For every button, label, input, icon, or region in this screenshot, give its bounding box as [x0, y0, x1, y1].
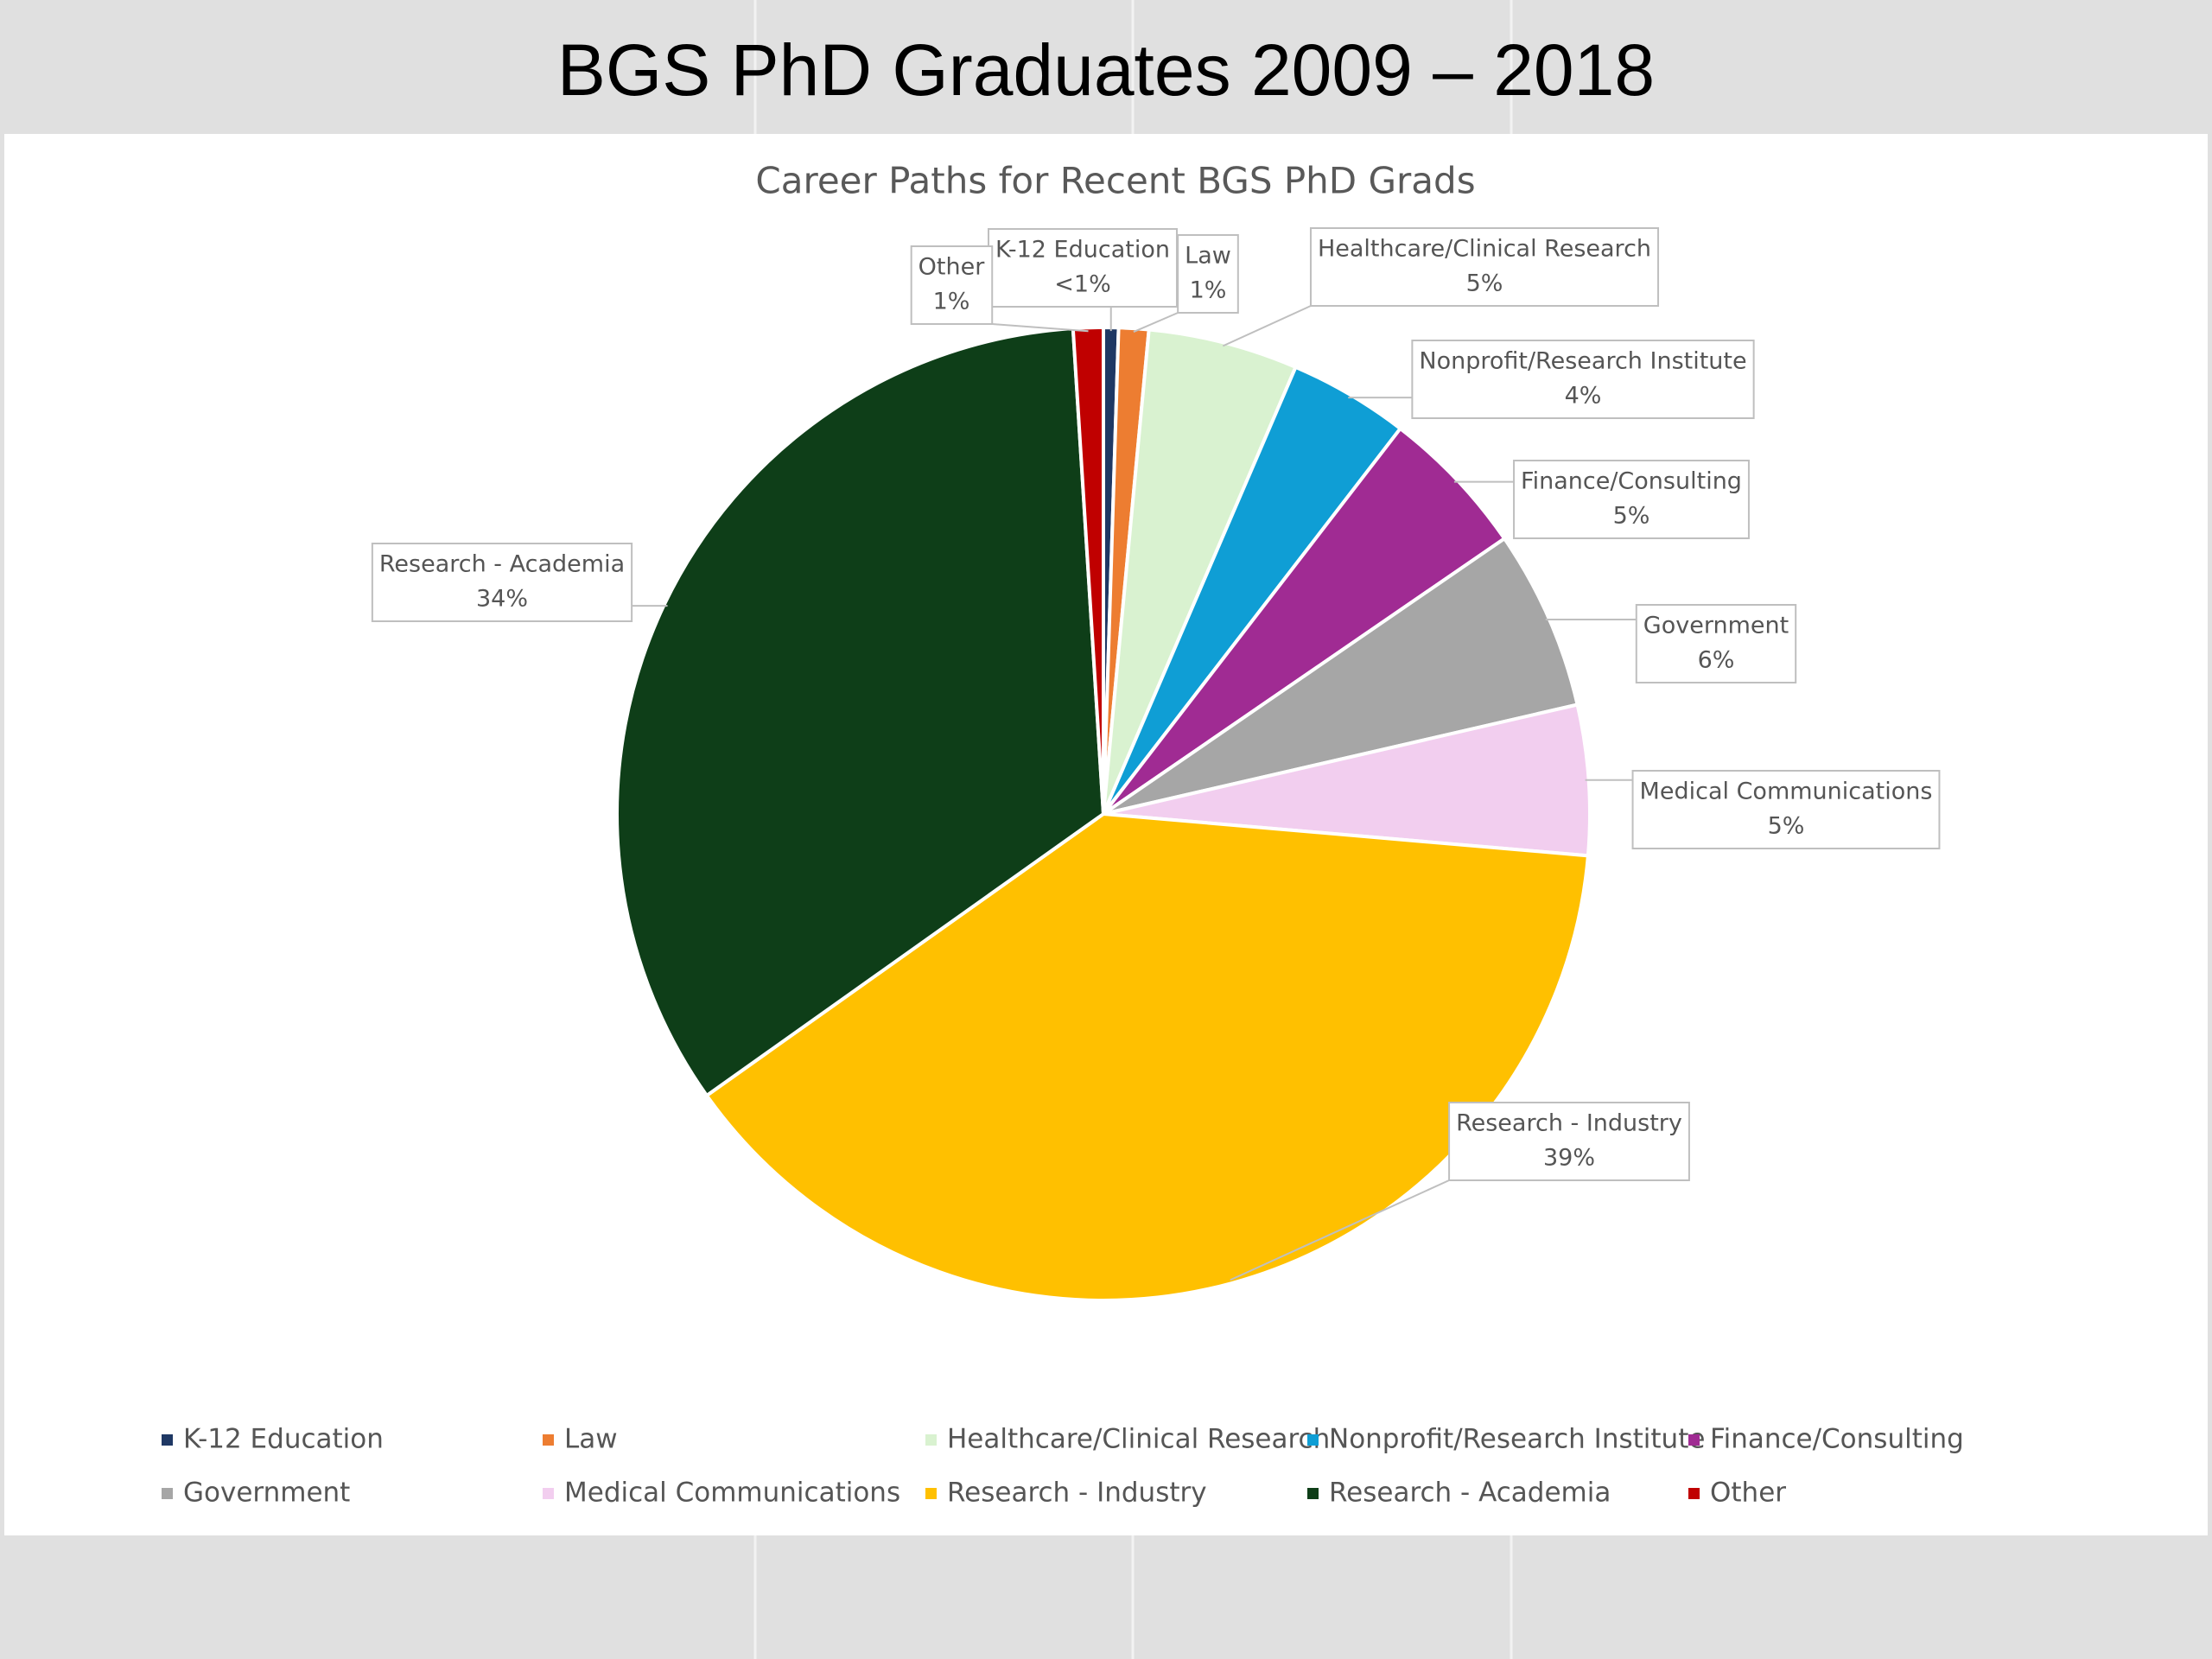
data-label-value: 6%: [1698, 647, 1735, 674]
data-label-name: Nonprofit/Research Institute: [1419, 348, 1746, 375]
data-label: Research - Industry 39%: [1230, 1102, 1690, 1281]
pie-slice: [1102, 426, 1507, 816]
legend-swatch: [162, 1488, 173, 1499]
legend-label: Finance/Consulting: [1710, 1424, 1964, 1455]
data-label-name: Other: [918, 254, 986, 281]
data-label-value: 1%: [933, 289, 970, 315]
data-label: Other 1%: [910, 245, 1089, 333]
legend-label: Other: [1710, 1478, 1786, 1509]
data-label-name: Healthcare/Clinical Research: [1318, 236, 1651, 263]
leader-line: [1222, 305, 1312, 347]
data-label-name: Research - Industry: [1456, 1110, 1682, 1137]
data-label-value: 5%: [1613, 503, 1650, 530]
data-label: K-12 Education <1%: [988, 228, 1178, 332]
data-label-name: Medical Communications: [1640, 779, 1933, 805]
data-label: Government 6%: [1545, 604, 1797, 683]
data-label-value: 1%: [1190, 277, 1227, 304]
pie-slice: [704, 811, 1591, 1302]
data-label: Law 1%: [1133, 234, 1239, 334]
data-label-box: [910, 245, 994, 325]
legend-label: Research - Industry: [947, 1478, 1207, 1509]
data-label-box: [1177, 234, 1239, 314]
legend-label: Healthcare/Clinical Research: [947, 1424, 1330, 1455]
data-label: Medical Communications 5%: [1585, 770, 1941, 849]
background-lines: [753, 0, 1513, 1659]
data-label-box: [1631, 770, 1941, 849]
legend-swatch: [1307, 1488, 1319, 1499]
legend-swatch: [1307, 1434, 1319, 1446]
data-label-name: K-12 Education: [995, 237, 1170, 264]
data-label-value: 4%: [1565, 383, 1602, 410]
data-label-name: Law: [1185, 243, 1231, 270]
data-label-value: 5%: [1768, 813, 1805, 840]
data-label: Research - Academia 34%: [371, 543, 668, 622]
pie-slice: [1102, 536, 1580, 816]
data-label-box: [1635, 604, 1797, 683]
legend-label: Nonprofit/Research Institute: [1329, 1424, 1705, 1455]
data-label-value: 39%: [1543, 1145, 1595, 1172]
data-label-name: Government: [1643, 613, 1789, 639]
data-label-box: [988, 228, 1178, 308]
data-label-value: 5%: [1466, 270, 1503, 297]
legend-swatch: [925, 1434, 937, 1446]
data-label-box: [1448, 1102, 1690, 1181]
pie-slice: [615, 326, 1106, 1098]
data-label-value: 34%: [476, 586, 528, 613]
data-label-box: [1411, 340, 1755, 419]
data-label-box: [1309, 227, 1660, 307]
legend-label: Government: [183, 1478, 350, 1509]
pie-slice: [1102, 327, 1299, 815]
legend-label: Medical Communications: [564, 1478, 900, 1509]
data-label: Healthcare/Clinical Research 5%: [1222, 227, 1660, 347]
legend-swatch: [1688, 1488, 1700, 1499]
legend-label: Research - Academia: [1329, 1478, 1611, 1509]
legend-label: K-12 Education: [183, 1424, 384, 1455]
leader-line: [1133, 312, 1179, 334]
data-label: Nonprofit/Research Institute 4%: [1348, 340, 1755, 419]
legend-swatch: [1688, 1434, 1700, 1446]
leader-line: [1230, 1179, 1450, 1281]
data-label-box: [371, 543, 633, 622]
data-label-name: Finance/Consulting: [1521, 468, 1742, 495]
legend-label: Law: [564, 1424, 618, 1455]
data-label: Finance/Consulting 5%: [1453, 460, 1750, 539]
chart-title: Career Paths for Recent BGS PhD Grads: [755, 160, 1475, 202]
slide-title: BGS PhD Graduates 2009 – 2018: [557, 29, 1655, 111]
leader-line: [992, 323, 1089, 333]
data-label-value: <1%: [1054, 271, 1110, 298]
legend-swatch: [162, 1434, 173, 1446]
legend-swatch: [543, 1488, 554, 1499]
legend-swatch: [543, 1434, 554, 1446]
pie-slice: [1071, 325, 1105, 815]
legend-swatch: [925, 1488, 937, 1499]
data-label-box: [1513, 460, 1750, 539]
data-label-name: Research - Academia: [379, 551, 625, 578]
